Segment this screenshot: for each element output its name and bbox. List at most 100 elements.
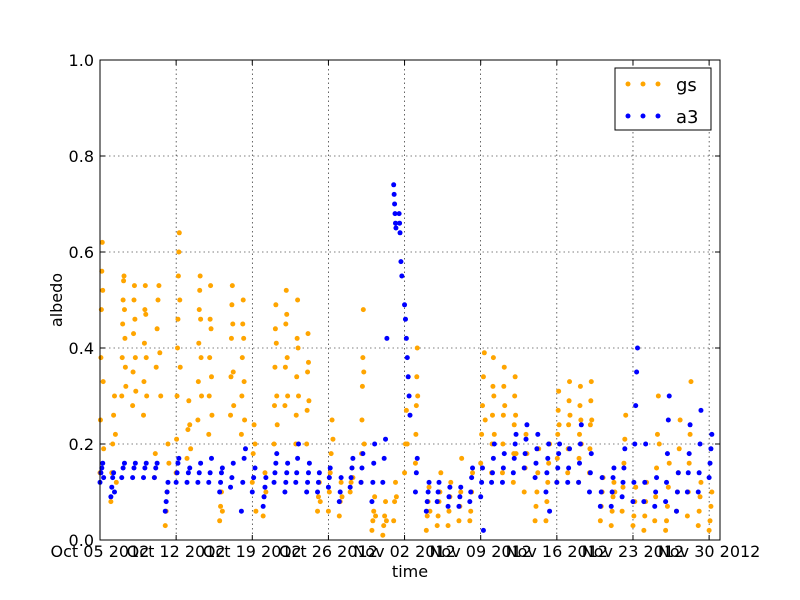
data-point-a3 <box>404 355 410 361</box>
data-point-gs <box>543 518 549 524</box>
data-point-a3 <box>513 431 519 437</box>
data-point-gs <box>653 494 659 500</box>
data-point-gs <box>249 479 255 485</box>
data-point-gs <box>481 350 487 356</box>
data-point-a3 <box>399 273 405 279</box>
data-point-a3 <box>674 489 680 495</box>
data-point-a3 <box>434 499 440 505</box>
data-point-gs <box>119 355 125 361</box>
data-point-a3 <box>338 475 344 481</box>
data-point-a3 <box>684 489 690 495</box>
data-point-gs <box>230 369 236 375</box>
data-point-gs <box>304 441 310 447</box>
data-point-a3 <box>630 499 636 505</box>
data-point-a3 <box>252 465 258 471</box>
data-point-a3 <box>285 460 291 466</box>
data-point-a3 <box>393 220 398 226</box>
data-point-gs <box>131 283 137 289</box>
data-point-gs <box>577 403 583 409</box>
data-point-a3 <box>653 489 659 495</box>
data-point-a3 <box>414 455 420 461</box>
data-point-gs <box>513 412 519 418</box>
data-point-gs <box>445 523 451 529</box>
data-point-gs <box>654 465 660 471</box>
data-point-gs <box>382 513 388 519</box>
legend-box <box>614 67 712 131</box>
data-point-a3 <box>121 460 127 466</box>
data-point-a3 <box>295 455 301 461</box>
data-point-a3 <box>241 455 247 461</box>
data-point-gs <box>383 518 389 524</box>
data-point-gs <box>206 431 212 437</box>
data-point-a3 <box>228 484 234 490</box>
data-point-gs <box>706 527 712 533</box>
data-point-gs <box>273 302 279 308</box>
data-point-a3 <box>446 494 452 500</box>
data-point-a3 <box>132 460 138 466</box>
data-point-gs <box>185 427 191 433</box>
data-point-gs <box>165 441 171 447</box>
data-point-a3 <box>665 417 671 423</box>
data-point-a3 <box>284 470 290 476</box>
data-point-gs <box>328 451 334 457</box>
data-point-a3 <box>565 479 571 485</box>
data-point-a3 <box>598 489 604 495</box>
data-point-gs <box>427 508 433 514</box>
data-point-gs <box>250 451 256 457</box>
data-point-gs <box>99 239 105 245</box>
data-point-gs <box>372 494 378 500</box>
data-point-gs <box>501 364 507 370</box>
data-point-a3 <box>632 441 638 447</box>
x-tick-label: Oct 12 2012 <box>127 542 226 561</box>
data-point-gs <box>414 374 420 380</box>
data-point-gs <box>576 455 582 461</box>
data-point-a3 <box>423 508 429 514</box>
data-point-gs <box>197 273 203 279</box>
x-tick-label: Oct 26 2012 <box>279 542 378 561</box>
data-point-gs <box>238 431 244 437</box>
data-point-a3 <box>393 225 399 231</box>
data-point-gs <box>361 369 367 375</box>
data-point-a3 <box>380 479 386 485</box>
data-point-gs <box>631 513 637 519</box>
data-point-gs <box>176 249 182 255</box>
data-point-gs <box>239 355 245 361</box>
data-point-gs <box>502 403 508 409</box>
data-point-gs <box>144 393 150 399</box>
data-point-gs <box>459 455 465 461</box>
legend-label-gs: gs <box>676 75 697 96</box>
data-point-a3 <box>545 455 551 461</box>
data-point-a3 <box>489 479 495 485</box>
data-point-a3 <box>100 460 106 466</box>
data-point-gs <box>404 441 410 447</box>
data-point-a3 <box>402 302 408 308</box>
data-point-gs <box>132 316 138 322</box>
data-point-gs <box>665 484 671 490</box>
data-point-a3 <box>108 494 114 500</box>
data-point-gs <box>131 297 137 303</box>
data-point-gs <box>446 508 452 514</box>
data-point-gs <box>217 518 223 524</box>
data-point-gs <box>197 287 203 293</box>
data-point-gs <box>654 431 660 437</box>
data-point-gs <box>198 316 204 322</box>
data-point-a3 <box>163 499 169 505</box>
data-point-gs <box>578 417 584 423</box>
data-point-a3 <box>555 465 561 471</box>
data-point-a3 <box>706 475 712 481</box>
data-point-gs <box>434 523 440 529</box>
data-point-gs <box>500 441 506 447</box>
data-point-a3 <box>467 499 473 505</box>
data-point-a3 <box>436 479 442 485</box>
data-point-gs <box>491 431 497 437</box>
data-point-gs <box>123 383 129 389</box>
data-point-gs <box>327 470 333 476</box>
data-point-gs <box>666 460 672 466</box>
data-point-gs <box>119 393 125 399</box>
data-point-a3 <box>119 475 125 481</box>
data-point-a3 <box>470 465 476 471</box>
data-point-gs <box>413 403 419 409</box>
data-point-a3 <box>153 465 159 471</box>
plot-frame <box>99 59 721 541</box>
data-point-a3 <box>99 465 105 471</box>
